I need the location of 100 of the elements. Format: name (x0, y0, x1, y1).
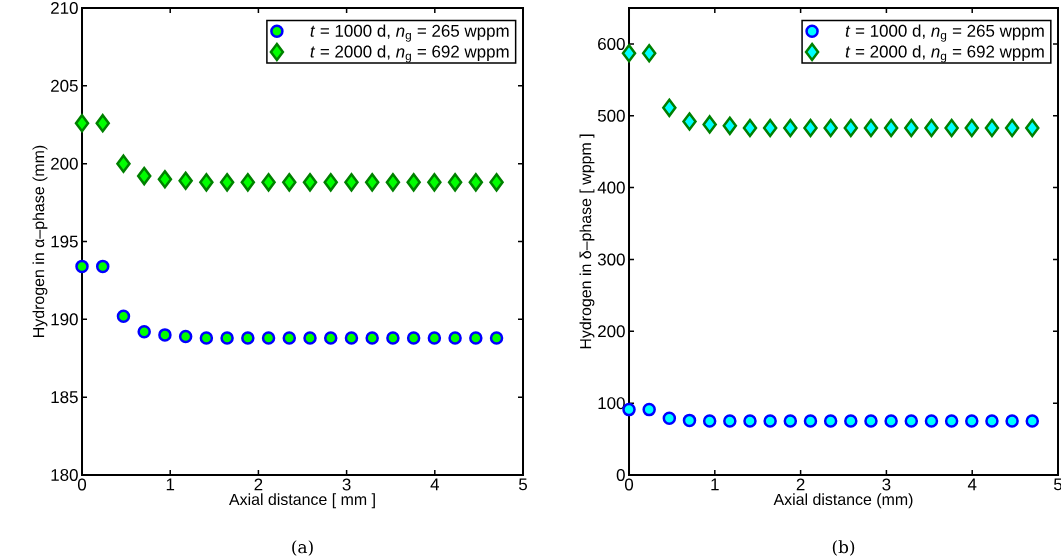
legend-label: t = 1000 d, n$_{g}$ = 265 wppm (310, 24, 509, 42)
point (385, 173, 401, 192)
point (302, 173, 318, 192)
point (702, 414, 717, 428)
point (803, 118, 818, 138)
y-tick-label: 190 (51, 313, 78, 326)
point (722, 116, 738, 136)
point (844, 414, 858, 428)
point (944, 414, 959, 428)
point (964, 118, 980, 138)
point (365, 331, 379, 345)
point (489, 331, 504, 345)
y-axis-title: Hydrogen in δ–phase [ wppm ] (579, 134, 595, 349)
point (427, 173, 442, 192)
point (662, 98, 677, 118)
point (1004, 118, 1020, 138)
point (261, 173, 276, 192)
point (136, 166, 152, 186)
y-tick-label: 400 (597, 181, 625, 194)
point (116, 154, 131, 173)
x-tick-label: 1 (711, 478, 719, 491)
point (178, 171, 193, 191)
point (762, 118, 778, 138)
point (241, 331, 255, 345)
y-tick-label: 600 (598, 37, 625, 50)
point (823, 118, 838, 138)
point (303, 331, 317, 345)
point (468, 173, 484, 192)
y-tick-label: 100 (598, 397, 625, 410)
point (641, 44, 657, 63)
point (682, 413, 697, 428)
point (178, 329, 193, 344)
point (282, 331, 297, 345)
y-tick-label: 200 (51, 157, 78, 170)
point (427, 331, 442, 345)
point (682, 112, 697, 131)
point (116, 309, 131, 323)
point (783, 414, 798, 428)
y-tick-label: 300 (597, 253, 625, 266)
x-tick-label: 3 (882, 478, 891, 491)
point (219, 173, 235, 192)
point (95, 113, 110, 133)
point (220, 331, 234, 345)
point (723, 414, 737, 428)
point (883, 118, 899, 138)
point (386, 331, 400, 345)
point (469, 331, 483, 345)
point (282, 173, 297, 192)
point (642, 402, 656, 417)
point (240, 173, 256, 192)
point (985, 414, 999, 428)
point (323, 173, 338, 192)
x-tick-label: 4 (967, 478, 977, 491)
x-tick-label: 0 (624, 478, 634, 491)
point (199, 173, 214, 192)
point (944, 118, 959, 138)
point (803, 414, 818, 428)
point (742, 118, 758, 138)
point (489, 173, 504, 192)
x-tick-label: 5 (518, 478, 527, 491)
legend-label: t = 2000 d, n$_{g}$ = 692 wppm (310, 45, 509, 63)
x-axis-title: Axial distance [ mm ] (229, 493, 375, 509)
y-tick-label: 500 (597, 109, 625, 122)
point (137, 325, 151, 339)
x-axis-title: Axial distance (mm) (773, 493, 913, 509)
point (702, 115, 717, 134)
x-tick-label: 2 (796, 478, 805, 491)
point (158, 328, 172, 342)
point (364, 173, 380, 192)
point (95, 259, 110, 274)
x-tick-label: 2 (254, 478, 263, 491)
point (783, 118, 798, 138)
text: (b) (832, 540, 855, 556)
legend-label: t = 1000 d, n$_{g}$ = 265 wppm (845, 24, 1044, 42)
point (75, 259, 89, 274)
point (763, 414, 777, 428)
x-tick-label: 0 (77, 478, 87, 491)
point (323, 331, 338, 345)
x-tick-label: 1 (166, 478, 175, 491)
point (884, 414, 898, 428)
point (448, 331, 462, 345)
y-tick-label: 195 (51, 235, 78, 248)
y-tick-label: 210 (51, 1, 78, 14)
point (447, 173, 463, 192)
point (344, 331, 359, 345)
y-axis-title: Hydrogen in α–phase (mm) (32, 145, 48, 337)
legend-label: t = 2000 d, n$_{g}$ = 692 wppm (845, 45, 1044, 63)
point (74, 113, 90, 133)
text: (a) (292, 540, 313, 556)
y-tick-label: 0 (616, 468, 625, 481)
y-tick-label: 180 (51, 468, 78, 481)
point (344, 173, 359, 192)
point (924, 118, 939, 138)
point (843, 118, 859, 138)
point (406, 331, 421, 345)
y-tick-label: 185 (51, 391, 78, 404)
point (823, 414, 838, 428)
point (261, 331, 276, 345)
point (904, 118, 919, 138)
x-tick-label: 3 (342, 478, 351, 491)
